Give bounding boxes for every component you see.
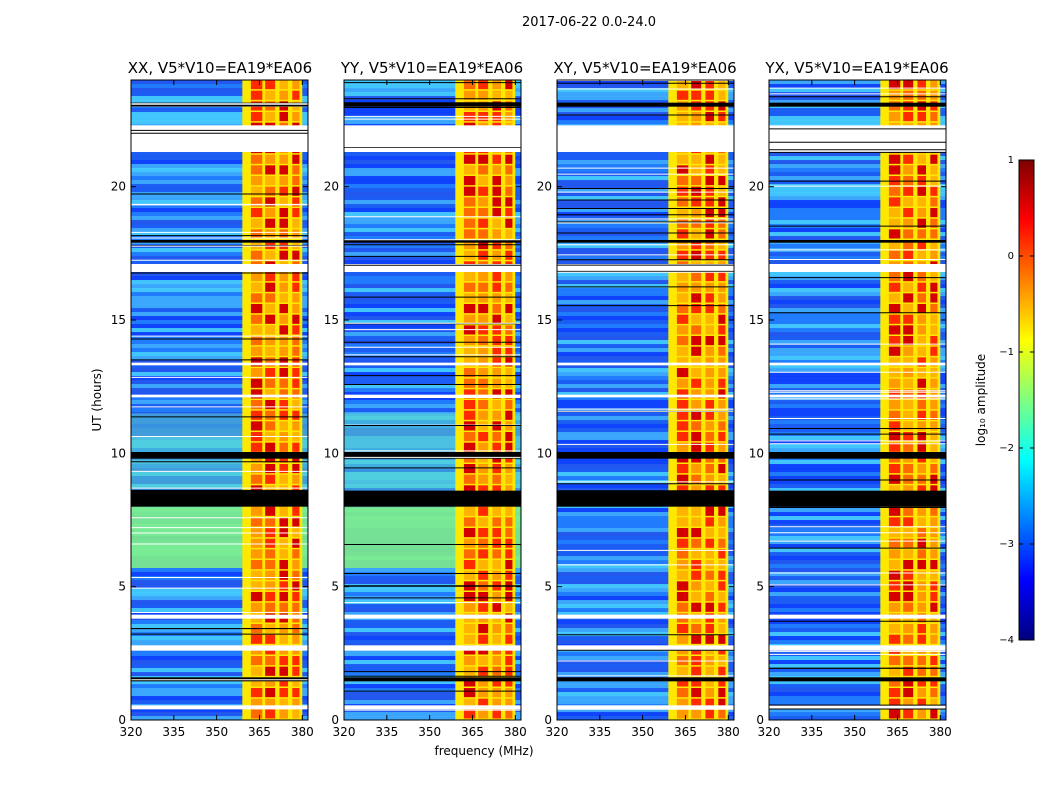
heatmap-xx	[130, 79, 309, 721]
x-tick-label: 380	[291, 725, 314, 739]
colorbar-tick-label: 0	[1008, 251, 1014, 262]
y-tick-label: 20	[324, 180, 339, 194]
x-tick-label: 335	[375, 725, 398, 739]
x-tick-label: 365	[461, 725, 484, 739]
x-tick-label: 335	[162, 725, 185, 739]
axis-ticks: 320 335 350 365 380 0 5 10 15 20 320 335 350 365 380 0 5…	[111, 80, 952, 739]
y-tick-label: 5	[756, 580, 764, 594]
y-tick-label: 10	[111, 446, 126, 460]
x-tick-label: 320	[546, 725, 569, 739]
y-tick-label: 20	[749, 180, 764, 194]
y-tick-label: 15	[111, 313, 126, 327]
x-tick-label: 380	[717, 725, 740, 739]
x-tick-label: 335	[588, 725, 611, 739]
heatmap-yy	[343, 79, 522, 721]
panel-title-xy: XY, V5*V10=EA19*EA06	[553, 59, 736, 77]
colorbar-tick-label: −1	[999, 347, 1014, 358]
colorbar-gradient	[1018, 159, 1035, 641]
panel-title-yy: YY, V5*V10=EA19*EA06	[340, 59, 523, 77]
x-tick-label: 365	[886, 725, 909, 739]
panel-title-yx: YX, V5*V10=EA19*EA06	[764, 59, 948, 77]
panel-yx: YX, V5*V10=EA19*EA06	[764, 59, 949, 721]
x-tick-label: 350	[205, 725, 228, 739]
x-tick-label: 350	[418, 725, 441, 739]
y-tick-label: 15	[324, 313, 339, 327]
y-tick-label: 20	[111, 180, 126, 194]
x-tick-label: 365	[674, 725, 697, 739]
figure-title: 2017-06-22 0.0-24.0	[522, 15, 656, 30]
panel-title-xx: XX, V5*V10=EA19*EA06	[128, 59, 312, 77]
y-tick-label: 0	[118, 713, 126, 727]
colorbar-tick-label: −4	[999, 635, 1014, 646]
y-tick-label: 0	[756, 713, 764, 727]
x-tick-label: 350	[843, 725, 866, 739]
x-axis-label: frequency (MHz)	[434, 744, 533, 758]
x-tick-label: 320	[758, 725, 781, 739]
y-tick-label: 5	[331, 580, 339, 594]
x-tick-label: 320	[120, 725, 143, 739]
x-tick-label: 350	[631, 725, 654, 739]
panel-yy: YY, V5*V10=EA19*EA06	[340, 59, 523, 721]
y-tick-label: 10	[749, 446, 764, 460]
y-tick-label: 5	[118, 580, 126, 594]
x-tick-label: 380	[504, 725, 527, 739]
colorbar-tick-label: −2	[999, 443, 1014, 454]
heatmap-xy	[556, 79, 735, 721]
x-tick-label: 365	[248, 725, 271, 739]
panel-xy: XY, V5*V10=EA19*EA06	[553, 59, 737, 721]
y-tick-label: 15	[749, 313, 764, 327]
y-tick-label: 10	[537, 446, 552, 460]
y-tick-label: 0	[331, 713, 339, 727]
x-tick-label: 335	[800, 725, 823, 739]
x-tick-label: 380	[929, 725, 952, 739]
y-axis-label: UT (hours)	[90, 368, 104, 431]
heatmap-yx	[768, 79, 947, 721]
y-tick-label: 10	[324, 446, 339, 460]
colorbar-tick-label: 1	[1008, 155, 1014, 166]
y-tick-label: 5	[544, 580, 552, 594]
colorbar: 1 0 −1 −2 −3 −4 log₁₀ amplitude	[974, 155, 1035, 646]
colorbar-ticks: 1 0 −1 −2 −3 −4	[999, 155, 1034, 646]
colorbar-label: log₁₀ amplitude	[974, 354, 988, 446]
colorbar-tick-label: −3	[999, 539, 1014, 550]
y-tick-label: 0	[544, 713, 552, 727]
y-tick-label: 15	[537, 313, 552, 327]
panel-xx: XX, V5*V10=EA19*EA06	[128, 59, 312, 721]
x-tick-label: 320	[333, 725, 356, 739]
y-tick-label: 20	[537, 180, 552, 194]
